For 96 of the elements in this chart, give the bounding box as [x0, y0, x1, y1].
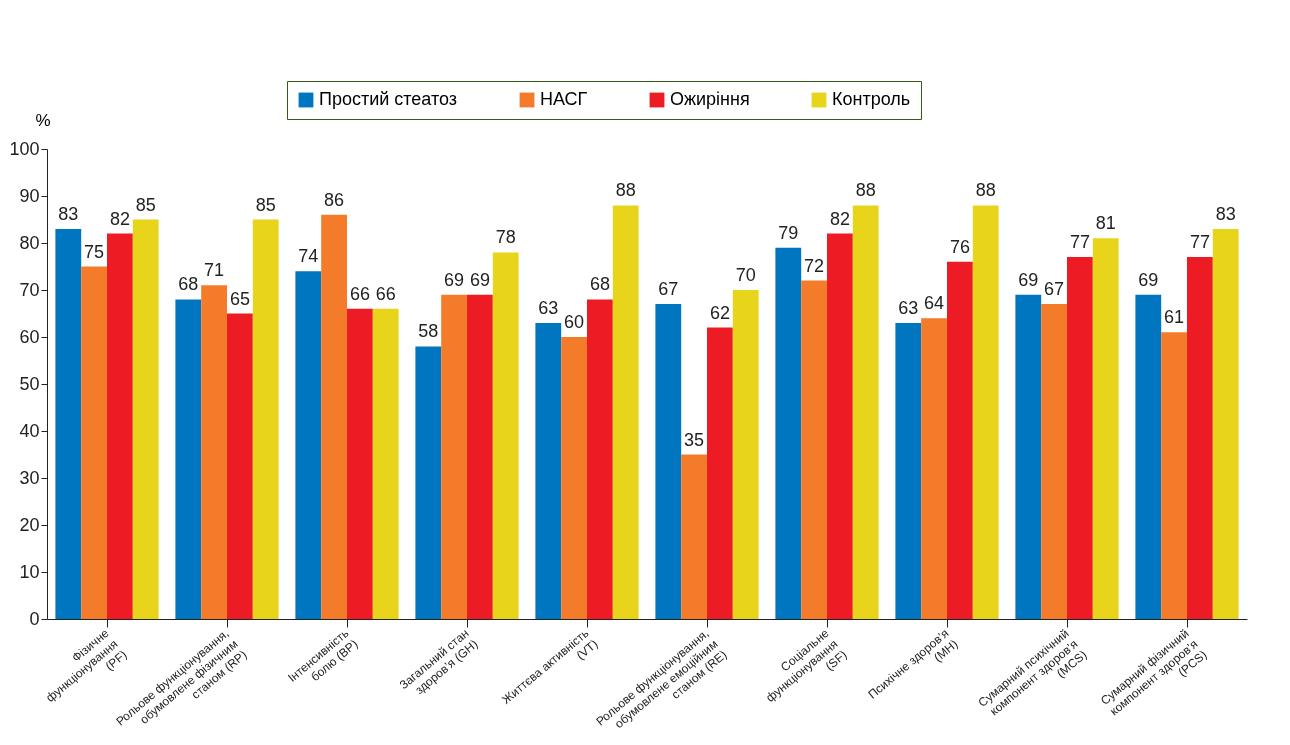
bar: [201, 285, 227, 619]
bar: [467, 294, 493, 619]
data-label: 88: [615, 180, 636, 201]
data-label: 71: [204, 260, 225, 281]
data-label: 86: [324, 189, 345, 210]
bar: [535, 322, 562, 619]
data-label: 76: [949, 236, 970, 257]
data-label: 69: [1018, 269, 1039, 290]
data-label: 78: [495, 227, 516, 248]
bar: [132, 219, 159, 619]
data-label: 88: [855, 180, 876, 201]
bar: [732, 290, 759, 619]
bar: [972, 205, 999, 619]
bar: [681, 454, 707, 619]
y-tick-label: 80: [19, 232, 40, 253]
data-label: 74: [298, 246, 319, 267]
data-label: 68: [589, 274, 610, 295]
bar: [655, 304, 682, 619]
data-label: 70: [735, 265, 756, 285]
bar: [227, 313, 253, 619]
bar: [1161, 332, 1187, 619]
y-tick-label: 90: [19, 185, 40, 206]
data-label: 68: [178, 274, 199, 295]
data-label: 67: [658, 279, 679, 300]
bar: [175, 299, 202, 619]
bar: [415, 346, 442, 619]
y-tick-label: 40: [19, 420, 40, 441]
data-label: 66: [349, 283, 370, 304]
bar: [347, 308, 373, 619]
bar: [1041, 304, 1067, 619]
bar: [707, 327, 733, 619]
bar: [587, 299, 613, 619]
data-label: 81: [1095, 213, 1116, 234]
data-label: 83: [58, 203, 79, 224]
data-label: 82: [109, 208, 130, 229]
legend-label: Ожиріння: [670, 89, 750, 109]
bar: [801, 280, 827, 619]
bar: [1067, 257, 1093, 619]
bar: [492, 252, 519, 619]
bar: [55, 228, 82, 619]
y-tick-label: 20: [19, 514, 40, 535]
bar: [295, 271, 322, 619]
bar: [895, 322, 922, 619]
data-label: 63: [898, 297, 919, 318]
data-label: 69: [469, 269, 490, 290]
data-label: 77: [1069, 232, 1090, 253]
legend-label: Контроль: [832, 89, 911, 109]
data-label: 79: [778, 222, 799, 243]
data-label: 75: [84, 241, 105, 262]
y-tick-label: 10: [19, 561, 40, 582]
data-label: 69: [444, 269, 465, 290]
data-label: 64: [924, 293, 945, 314]
bar: [561, 337, 587, 619]
bar: [1135, 294, 1162, 619]
bar: [1092, 238, 1119, 619]
y-tick-label: 70: [19, 279, 40, 300]
bar: [372, 308, 399, 619]
data-label: 67: [1044, 279, 1065, 300]
y-tick-label: 60: [19, 326, 40, 347]
y-tick-label: 0: [29, 608, 40, 629]
bar: [947, 261, 973, 619]
bar: [441, 294, 467, 619]
data-label: 66: [375, 283, 396, 304]
data-label: 88: [975, 180, 996, 201]
data-label: 85: [135, 194, 156, 215]
data-label: 72: [804, 255, 825, 276]
bar: [1212, 228, 1239, 619]
bar: [612, 205, 639, 619]
data-label: 62: [709, 302, 730, 323]
data-label: 65: [229, 288, 250, 309]
bar: [775, 247, 802, 619]
bar: [921, 318, 947, 619]
data-label: 63: [538, 297, 559, 318]
data-label: 83: [1215, 203, 1236, 224]
y-axis-title: %: [35, 110, 51, 130]
data-label: 35: [684, 429, 705, 450]
bar: [321, 214, 347, 619]
legend-label: Простий стеатоз: [319, 89, 458, 109]
y-tick-label: 100: [9, 138, 40, 159]
bar: [852, 205, 879, 619]
bar: [81, 266, 107, 619]
bar: [827, 233, 853, 619]
y-tick-label: 50: [19, 373, 40, 394]
bar: [252, 219, 279, 619]
legend-label: НАСГ: [540, 89, 588, 109]
data-label: 69: [1138, 269, 1159, 290]
data-label: 85: [255, 194, 276, 215]
y-tick-label: 30: [19, 467, 40, 488]
bar: [1187, 257, 1213, 619]
data-label: 82: [829, 208, 850, 229]
data-label: 61: [1164, 307, 1185, 328]
data-label: 60: [564, 312, 585, 332]
data-label: 77: [1189, 232, 1210, 253]
bar: [1015, 294, 1042, 619]
data-label: 58: [418, 321, 439, 342]
bar: [107, 233, 133, 619]
